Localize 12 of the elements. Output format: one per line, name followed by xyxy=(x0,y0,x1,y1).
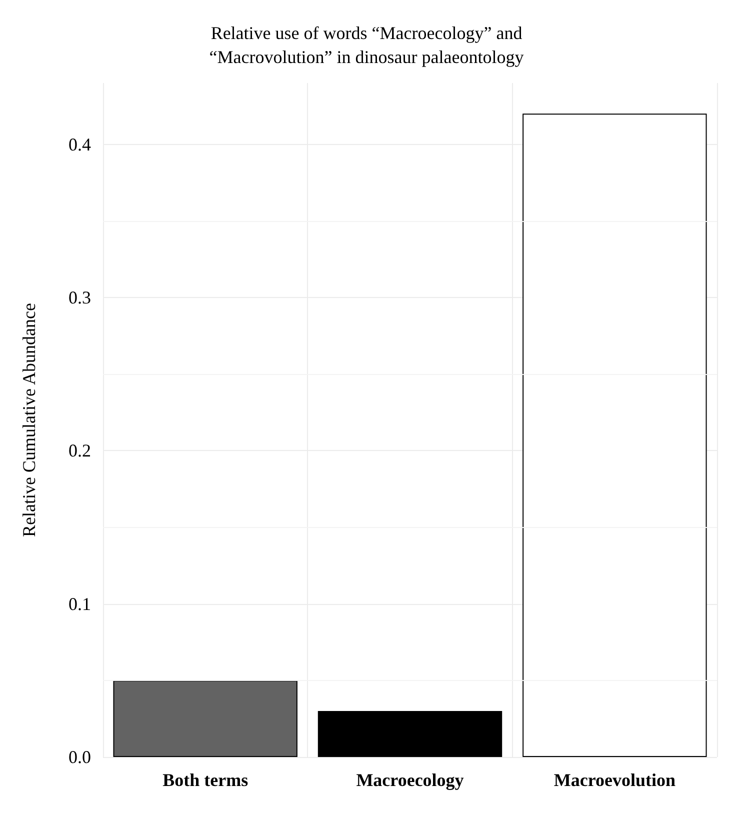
x-tick-label: Macroevolution xyxy=(554,770,676,790)
y-axis-title: Relative Cumulative Abundance xyxy=(19,303,39,537)
y-tick-label: 0.3 xyxy=(68,287,91,308)
y-tick-label: 0.0 xyxy=(68,747,91,767)
x-tick-label: Both terms xyxy=(162,770,248,790)
bar xyxy=(113,680,298,757)
y-tick-label: 0.1 xyxy=(68,594,91,614)
y-tick-label: 0.2 xyxy=(68,440,91,461)
y-tick-label: 0.4 xyxy=(68,134,91,154)
bar xyxy=(318,711,502,757)
chart-title: Relative use of words “Macroecology” and “Macrovolution” in dinosaur palaeontology xyxy=(209,23,524,67)
x-tick-label: Macroecology xyxy=(356,770,464,790)
